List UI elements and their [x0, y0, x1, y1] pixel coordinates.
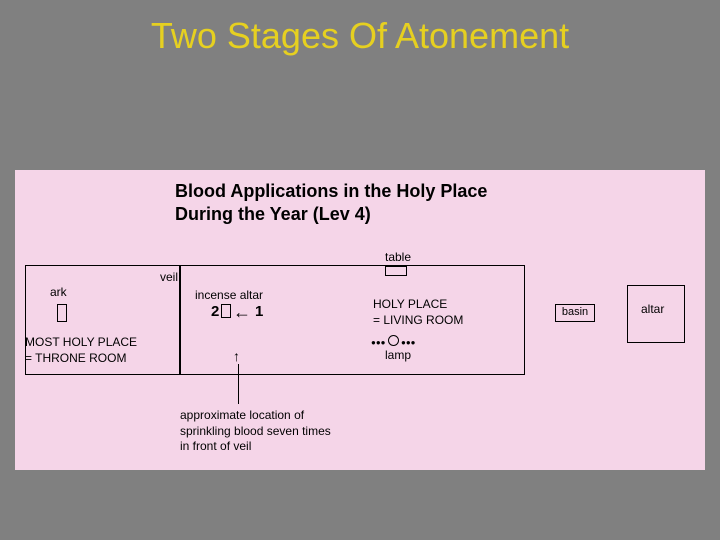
diagram-heading: Blood Applications in the Holy Place Dur… [175, 180, 487, 227]
heading-line2: During the Year (Lev 4) [175, 204, 371, 224]
ark-icon [57, 304, 67, 322]
arrow-up-icon: ↑ [233, 348, 240, 364]
mh-line2: = THRONE ROOM [25, 351, 126, 365]
most-holy-text: MOST HOLY PLACE = THRONE ROOM [25, 335, 137, 366]
holy-text-line1: HOLY PLACE [373, 297, 447, 311]
arrow-stem-icon [238, 364, 239, 404]
table-label: table [385, 250, 411, 264]
ark-label: ark [50, 285, 67, 299]
heading-line1: Blood Applications in the Holy Place [175, 181, 487, 201]
table-icon [385, 266, 407, 276]
basin-label: basin [562, 306, 588, 318]
holy-place-box [180, 265, 525, 375]
incense-altar-icon [221, 304, 231, 318]
mh-line1: MOST HOLY PLACE [25, 335, 137, 349]
lamp-dots-left-icon: ●●● [371, 338, 386, 347]
arrow-left-icon: ← [233, 302, 251, 323]
veil-label: veil [160, 270, 178, 284]
page-title: Two Stages Of Atonement [0, 0, 720, 57]
caption-line2: sprinkling blood seven times [180, 424, 331, 438]
caption-line1: approximate location of [180, 408, 304, 422]
number-1: 1 [255, 303, 263, 320]
caption-text: approximate location of sprinkling blood… [180, 408, 331, 455]
basin-box: basin [555, 304, 595, 322]
caption-line3: in front of veil [180, 439, 251, 453]
lamp-label: lamp [385, 348, 411, 362]
altar-label: altar [641, 302, 664, 316]
number-2: 2 [211, 303, 219, 320]
holy-place-text: HOLY PLACE = LIVING ROOM [373, 297, 463, 328]
holy-text-line2: = LIVING ROOM [373, 313, 463, 327]
lamp-circle-icon [388, 335, 399, 346]
incense-label: incense altar [195, 288, 263, 302]
lamp-dots-right-icon: ●●● [401, 338, 416, 347]
diagram-panel: Blood Applications in the Holy Place Dur… [15, 170, 705, 470]
